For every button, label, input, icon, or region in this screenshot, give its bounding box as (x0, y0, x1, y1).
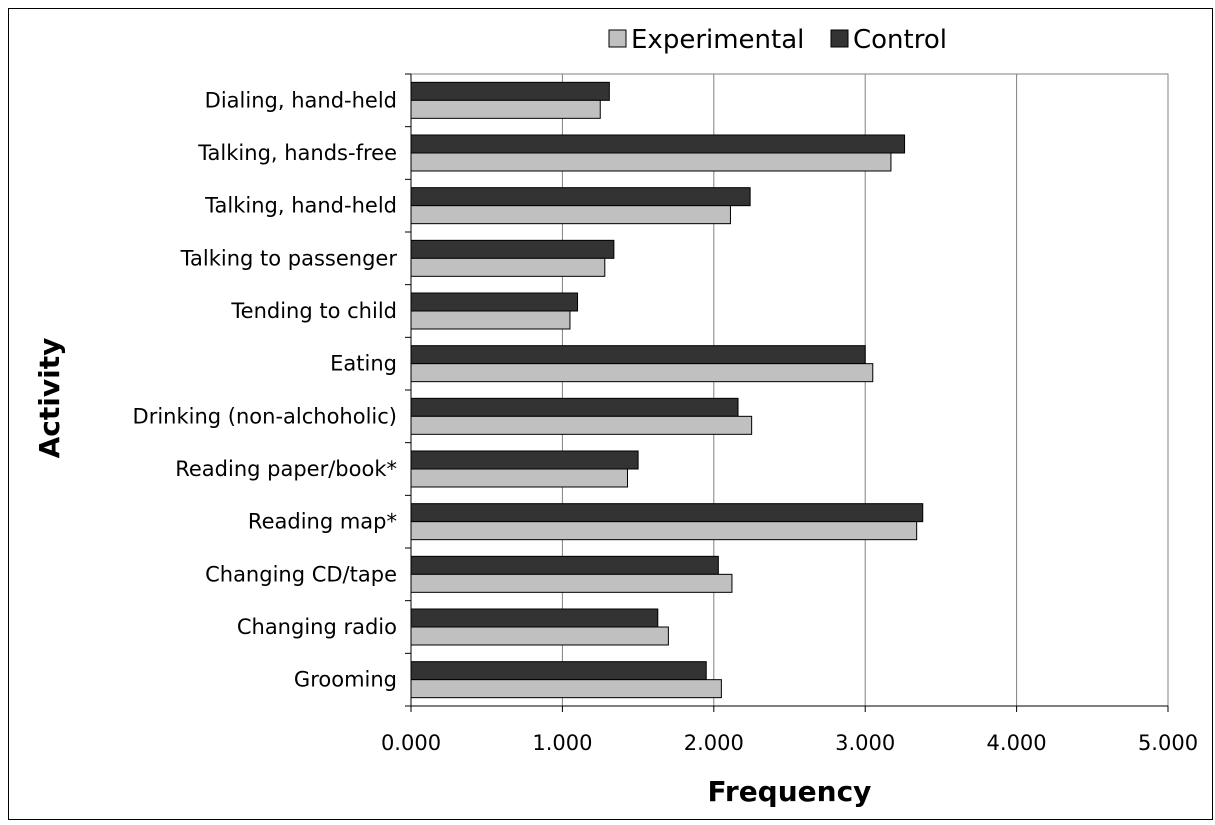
bars (410, 81, 924, 699)
bar-experimental (410, 99, 601, 119)
x-tick-label: 2.000 (684, 731, 744, 755)
bar-experimental (410, 521, 918, 541)
y-tick-label: Talking to passenger (180, 246, 398, 270)
x-tick-label: 1.000 (532, 731, 592, 755)
bar-control (410, 661, 707, 681)
y-tick-label: Drinking (non-alchoholic) (133, 404, 397, 428)
bar-experimental (410, 468, 629, 488)
y-tick-label: Tending to child (230, 299, 397, 323)
y-tick-label: Changing radio (237, 615, 397, 639)
y-axis-title: Activity (33, 338, 66, 459)
bar-experimental (410, 257, 606, 277)
y-tick-label: Talking, hands-free (197, 141, 397, 165)
bar-control (410, 503, 924, 523)
bar-experimental (410, 363, 874, 383)
y-tick-label: Changing CD/tape (205, 562, 397, 586)
bar-chart: Dialing, hand-held Talking, hands-free Tal… (33, 25, 1198, 808)
bar-control (410, 450, 639, 470)
bar-control (410, 187, 751, 207)
legend-label-experimental: Experimental (631, 25, 804, 55)
y-tick-labels: Dialing, hand-held Talking, hands-free Tal… (133, 88, 398, 691)
bar-control (410, 134, 906, 154)
x-tick-label: 4.000 (987, 731, 1047, 755)
axes (405, 73, 1169, 712)
y-tick-label: Talking, hand-held (204, 194, 397, 218)
bar-control (410, 555, 719, 575)
bar-control (410, 345, 866, 365)
legend: Experimental Control (608, 25, 947, 55)
x-tick-label: 5.000 (1138, 731, 1198, 755)
legend-swatch-experimental (608, 29, 627, 48)
x-axis-title: Frequency (708, 775, 872, 808)
bar-experimental (410, 679, 722, 699)
bar-control (410, 292, 579, 312)
bar-experimental (410, 310, 571, 330)
legend-label-control: Control (853, 25, 947, 55)
chart-frame: Dialing, hand-held Talking, hands-free Tal… (8, 8, 1213, 820)
y-tick-label: Reading paper/book* (175, 457, 397, 481)
bar-experimental (410, 152, 892, 172)
y-tick-label: Grooming (294, 668, 397, 692)
bar-control (410, 239, 615, 259)
y-tick-label: Dialing, hand-held (205, 88, 397, 112)
bar-control (410, 397, 739, 417)
bar-control (410, 81, 610, 101)
x-tick-label: 3.000 (835, 731, 895, 755)
legend-swatch-control (830, 29, 849, 48)
y-tick-label: Reading map* (248, 510, 397, 534)
bar-experimental (410, 205, 731, 225)
x-tick-labels: 0.000 1.000 2.000 3.000 4.000 5.000 (381, 731, 1198, 755)
bar-experimental (410, 573, 733, 593)
bar-experimental (410, 626, 669, 646)
y-tick-label: Eating (330, 352, 397, 376)
bar-experimental (410, 415, 753, 435)
x-tick-label: 0.000 (381, 731, 441, 755)
bar-control (410, 608, 659, 628)
